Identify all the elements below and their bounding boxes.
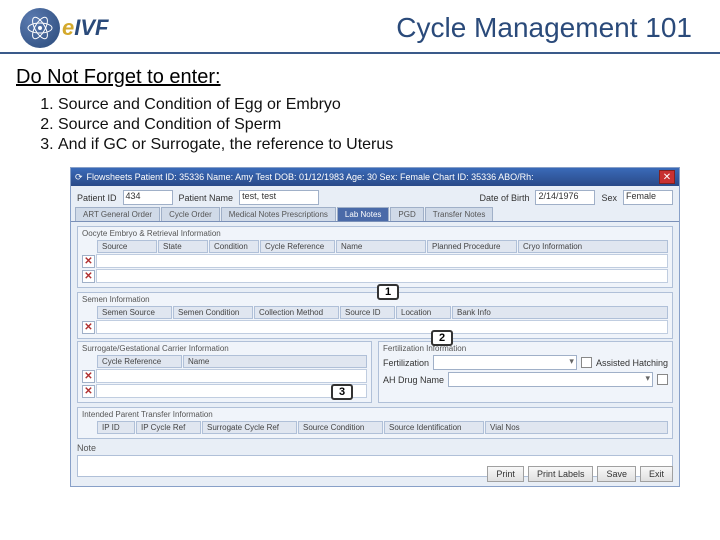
exit-button[interactable]: Exit: [640, 466, 673, 482]
col-collection: Collection Method: [254, 306, 339, 319]
tab-art-general[interactable]: ART General Order: [75, 207, 160, 221]
col-source-cond: Source Condition: [298, 421, 383, 434]
page-title: Cycle Management 101: [108, 12, 700, 44]
col-cycle-ref: Cycle Reference: [97, 355, 182, 368]
tab-transfer-notes[interactable]: Transfer Notes: [425, 207, 494, 221]
ah-drug-select[interactable]: [448, 372, 653, 387]
col-planned: Planned Procedure: [427, 240, 517, 253]
tab-strip: ART General Order Cycle Order Medical No…: [71, 207, 679, 222]
callout-1: 1: [377, 284, 399, 300]
col-cryo: Cryo Information: [518, 240, 668, 253]
patient-name-label: Patient Name: [179, 193, 234, 203]
patient-id-input[interactable]: 434: [123, 190, 173, 205]
fert-label: Fertilization: [383, 358, 429, 368]
col-cycle-ref: Cycle Reference: [260, 240, 335, 253]
print-button[interactable]: Print: [487, 466, 524, 482]
col-name: Name: [336, 240, 426, 253]
brand-ivf: IVF: [74, 15, 108, 40]
oocyte-panel: Oocyte Embryo & Retrieval Information So…: [77, 226, 673, 288]
semen-panel: Semen Information Semen Source Semen Con…: [77, 292, 673, 339]
dob-input[interactable]: 2/14/1976: [535, 190, 595, 205]
col-source-ident: Source Identification: [384, 421, 484, 434]
tab-cycle-order[interactable]: Cycle Order: [161, 207, 220, 221]
panel-title: Intended Parent Transfer Information: [82, 410, 668, 419]
flowsheets-window: ⟳ Flowsheets Patient ID: 35336 Name: Amy…: [70, 167, 680, 487]
window-titlebar: ⟳ Flowsheets Patient ID: 35336 Name: Amy…: [71, 168, 679, 186]
slide-header: eIVF Cycle Management 101: [0, 0, 720, 54]
col-vial: Vial Nos: [485, 421, 668, 434]
delete-row-button[interactable]: ✕: [82, 370, 95, 383]
col-surrogate-cycle: Surrogate Cycle Ref: [202, 421, 297, 434]
col-source: Source: [97, 240, 157, 253]
col-semen-condition: Semen Condition: [173, 306, 253, 319]
col-condition: Condition: [209, 240, 259, 253]
col-bank: Bank Info: [452, 306, 668, 319]
fertilization-panel: Fertilization Information Fertilization …: [378, 341, 673, 403]
list-item: Source and Condition of Egg or Embryo: [58, 95, 680, 115]
col-name: Name: [183, 355, 367, 368]
ah-drug-label: AH Drug Name: [383, 375, 444, 385]
close-button[interactable]: ✕: [659, 170, 675, 184]
titlebar-text: Flowsheets Patient ID: 35336 Name: Amy T…: [87, 172, 534, 182]
callout-2: 2: [431, 330, 453, 346]
tab-pgd[interactable]: PGD: [390, 207, 423, 221]
note-label: Note: [77, 443, 96, 453]
save-button[interactable]: Save: [597, 466, 636, 482]
dob-label: Date of Birth: [479, 193, 529, 203]
surrogate-panel: Surrogate/Gestational Carrier Informatio…: [77, 341, 372, 403]
brand: eIVF: [62, 15, 108, 41]
reminder-list: Source and Condition of Egg or Embryo So…: [0, 95, 720, 165]
patient-name-input[interactable]: test, test: [239, 190, 319, 205]
list-item: Source and Condition of Sperm: [58, 115, 680, 135]
panel-title: Surrogate/Gestational Carrier Informatio…: [82, 344, 367, 353]
col-ip-id: IP ID: [97, 421, 135, 434]
patient-form-row: Patient ID 434 Patient Name test, test D…: [71, 186, 679, 207]
col-semen-source: Semen Source: [97, 306, 172, 319]
delete-row-button[interactable]: ✕: [82, 270, 95, 283]
sex-input[interactable]: Female: [623, 190, 673, 205]
tab-lab-notes[interactable]: Lab Notes: [337, 207, 389, 221]
col-location: Location: [396, 306, 451, 319]
col-state: State: [158, 240, 208, 253]
print-labels-button[interactable]: Print Labels: [528, 466, 594, 482]
delete-row-button[interactable]: ✕: [82, 385, 95, 398]
intended-parent-panel: Intended Parent Transfer Information IP …: [77, 407, 673, 439]
fertilization-select[interactable]: [433, 355, 577, 370]
delete-row-button[interactable]: ✕: [82, 255, 95, 268]
logo-atom-icon: [20, 8, 60, 48]
tab-medical-notes[interactable]: Medical Notes Prescriptions: [221, 207, 336, 221]
ah-checkbox[interactable]: [657, 374, 668, 385]
assisted-label: Assisted Hatching: [596, 358, 668, 368]
assisted-hatching-checkbox[interactable]: [581, 357, 592, 368]
delete-row-button[interactable]: ✕: [82, 321, 95, 334]
refresh-icon[interactable]: ⟳: [75, 172, 83, 183]
footer-buttons: Print Print Labels Save Exit: [487, 466, 673, 482]
col-ip-cycle: IP Cycle Ref: [136, 421, 201, 434]
patient-id-label: Patient ID: [77, 193, 117, 203]
panel-title: Fertilization Information: [383, 344, 668, 353]
panel-title: Oocyte Embryo & Retrieval Information: [82, 229, 668, 238]
col-source-id: Source ID: [340, 306, 395, 319]
subtitle: Do Not Forget to enter:: [0, 54, 720, 95]
sex-label: Sex: [601, 193, 617, 203]
brand-e: e: [62, 15, 74, 40]
panel-title: Semen Information: [82, 295, 668, 304]
callout-3: 3: [331, 384, 353, 400]
list-item: And if GC or Surrogate, the reference to…: [58, 135, 680, 155]
